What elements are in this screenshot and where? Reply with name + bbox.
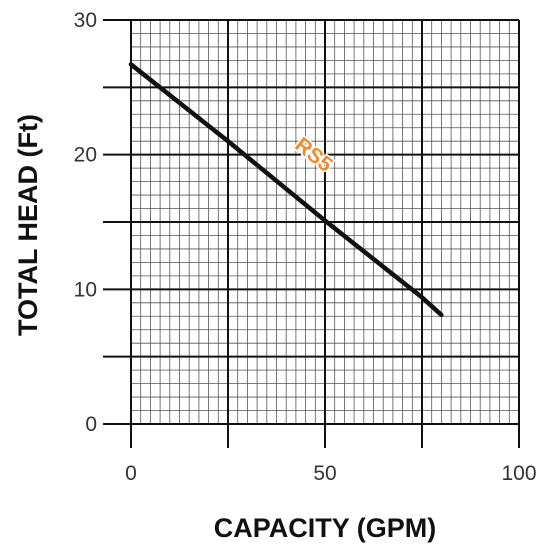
x-tick-label: 100: [501, 462, 536, 485]
major-grid: [103, 19, 520, 448]
y-tick-label: 10: [74, 278, 97, 301]
x-tick-label: 50: [313, 462, 336, 485]
x-tick-label: 0: [125, 462, 137, 485]
y-tick-label: 0: [85, 413, 97, 436]
series-line: [128, 62, 444, 318]
y-tick-label: 20: [74, 144, 97, 167]
y-axis-title: TOTAL HEAD (Ft): [13, 114, 43, 336]
x-axis-title: CAPACITY (GPM): [214, 513, 437, 543]
tick-labels: 0 50 100 0 10 20 30: [74, 9, 537, 485]
series-label: RS5: [290, 133, 336, 177]
y-tick-label: 30: [74, 9, 97, 32]
